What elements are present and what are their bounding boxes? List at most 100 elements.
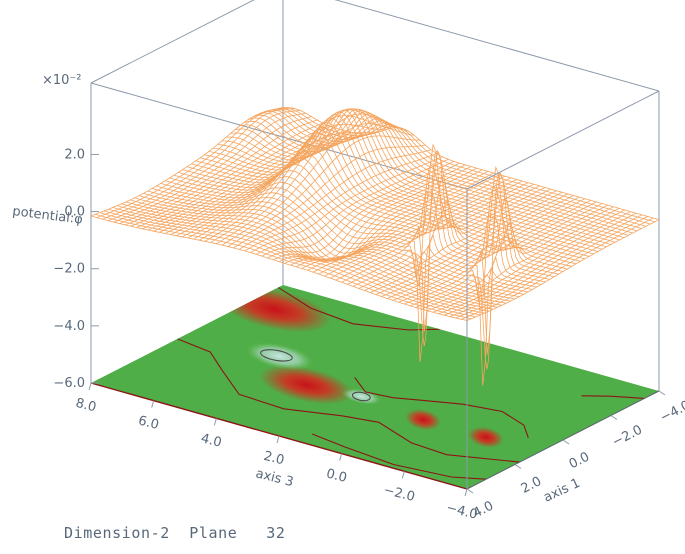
surface-grid-line xyxy=(358,188,551,289)
surface-grid-line xyxy=(330,180,523,279)
floor-base xyxy=(91,285,659,489)
surface-grid-line xyxy=(113,112,306,223)
box-back-edges xyxy=(90,0,660,391)
axis-3-tick-label: 4.0 xyxy=(199,431,223,451)
z-multiplier-label: ×10⁻² xyxy=(42,73,82,88)
surface-grid-line xyxy=(250,156,443,253)
surface-grid-line xyxy=(392,198,586,301)
surface-grid-line xyxy=(444,212,637,316)
axis-3-tick-mark xyxy=(276,435,280,444)
axis-1-tick-mark xyxy=(562,439,570,445)
axis-3-tick-mark xyxy=(401,471,405,479)
surface-grid-line xyxy=(409,187,603,310)
floor-contour-oval xyxy=(351,391,371,402)
surface-grid-line xyxy=(455,216,648,319)
axis-1-tick-label: 2.0 xyxy=(519,474,544,497)
floor-contour-line xyxy=(581,395,645,399)
surface-grid-line xyxy=(102,108,295,220)
floor-peak-region xyxy=(259,365,354,405)
axis-3-tick-label: −2.0 xyxy=(382,483,416,505)
surface-grid-line xyxy=(370,191,563,293)
surface-grid-line xyxy=(164,133,358,234)
axis-3-tick-label: 8.0 xyxy=(74,396,98,416)
surface-grid-line xyxy=(107,110,301,222)
z-tick-label: −2.0 xyxy=(53,262,85,277)
surface-grid-line xyxy=(398,199,591,303)
axis-3-tick-mark xyxy=(151,400,155,408)
floor-contour-map xyxy=(90,285,660,490)
surface-grid-line xyxy=(318,177,512,275)
axis-3-tick-mark xyxy=(213,418,217,426)
z-tick-label: −4.0 xyxy=(53,319,85,334)
plane-caption-label: Dimension-2 Plane xyxy=(64,524,238,542)
floor-contour-line xyxy=(354,377,529,438)
box-edge-back xyxy=(90,0,255,84)
axis-3-tick-label: 0.0 xyxy=(325,466,349,486)
axis-3-tick-mark xyxy=(339,453,343,461)
surface-grid-line xyxy=(210,108,403,243)
surface-grid-line xyxy=(341,183,534,283)
surface-grid-line xyxy=(142,127,335,230)
surface-grid-line xyxy=(387,196,580,299)
surface-grid-line xyxy=(290,169,483,266)
z-tick-label: 2.0 xyxy=(64,147,85,162)
surface-grid-line xyxy=(347,164,540,286)
surface-grid-line xyxy=(421,206,614,310)
floor-contour-line xyxy=(177,338,520,463)
axis-1-title: axis 1 xyxy=(541,476,582,506)
surface-grid-line xyxy=(335,182,529,281)
surface-grid-line xyxy=(364,190,557,291)
axis-3-tick-mark xyxy=(464,488,468,497)
surface-grid-line xyxy=(130,122,324,227)
axis-3-tick-mark xyxy=(88,382,92,391)
floor-trough-region xyxy=(341,388,381,405)
surface-grid-line xyxy=(187,131,380,239)
floor-peak-region xyxy=(405,409,441,431)
wireframe-surface xyxy=(90,107,660,386)
axis-3-tick-label: 6.0 xyxy=(137,413,161,433)
surface-grid-line xyxy=(244,153,437,252)
surface-grid-line xyxy=(415,172,608,370)
box-front-edges xyxy=(466,90,660,489)
axis-1-tick-label: −2.0 xyxy=(610,423,645,451)
surface-grid-line xyxy=(125,119,318,226)
surface-grid-line xyxy=(375,193,568,295)
surface-grid-line xyxy=(273,164,466,261)
box-edge-back xyxy=(90,82,468,190)
axis-1-tick-mark xyxy=(466,488,474,494)
floor-contour-oval xyxy=(260,349,293,362)
axis-1-tick-mark xyxy=(514,464,522,469)
surface-grid-line xyxy=(381,195,574,297)
surface-grid-line xyxy=(256,158,449,255)
surface-grid-line xyxy=(324,179,517,277)
surface-grid-line xyxy=(295,171,489,268)
surface-grid-line xyxy=(227,135,420,247)
floor-contour-line xyxy=(311,433,487,480)
surface-grid-line xyxy=(121,203,498,308)
box-edge-front xyxy=(466,90,660,190)
surface-grid-line xyxy=(267,162,460,259)
axis-1-tick-mark xyxy=(658,390,666,396)
surface-grid-line xyxy=(96,107,289,218)
surface-grid-line xyxy=(438,211,631,315)
axis-1-tick-label: 0.0 xyxy=(567,450,592,473)
surface-grid-line xyxy=(261,161,455,257)
surface-grid-line xyxy=(193,123,386,240)
axis-3-tick-label: −4.0 xyxy=(445,501,479,523)
surface-grid-line xyxy=(278,166,472,262)
floor-peak-region xyxy=(468,426,504,448)
z-axis: ×10⁻² potential:φ −6.0−4.0−2.00.02.0 xyxy=(12,73,99,391)
surface-grid-line xyxy=(147,129,341,231)
axis-1-tick-label: −4.0 xyxy=(658,398,685,426)
surface-grid-line xyxy=(426,208,620,312)
surface-grid-line xyxy=(136,125,329,228)
surface-grid-line xyxy=(153,130,346,232)
surface-grid-line xyxy=(233,144,426,249)
surface-grid-line xyxy=(461,217,654,320)
plane-number: 32 xyxy=(266,524,286,542)
surface-grid-line xyxy=(119,116,312,224)
axis-3-tick-label: 2.0 xyxy=(262,449,286,469)
surface-grid-line xyxy=(352,150,546,347)
box-edge-back xyxy=(334,0,660,92)
